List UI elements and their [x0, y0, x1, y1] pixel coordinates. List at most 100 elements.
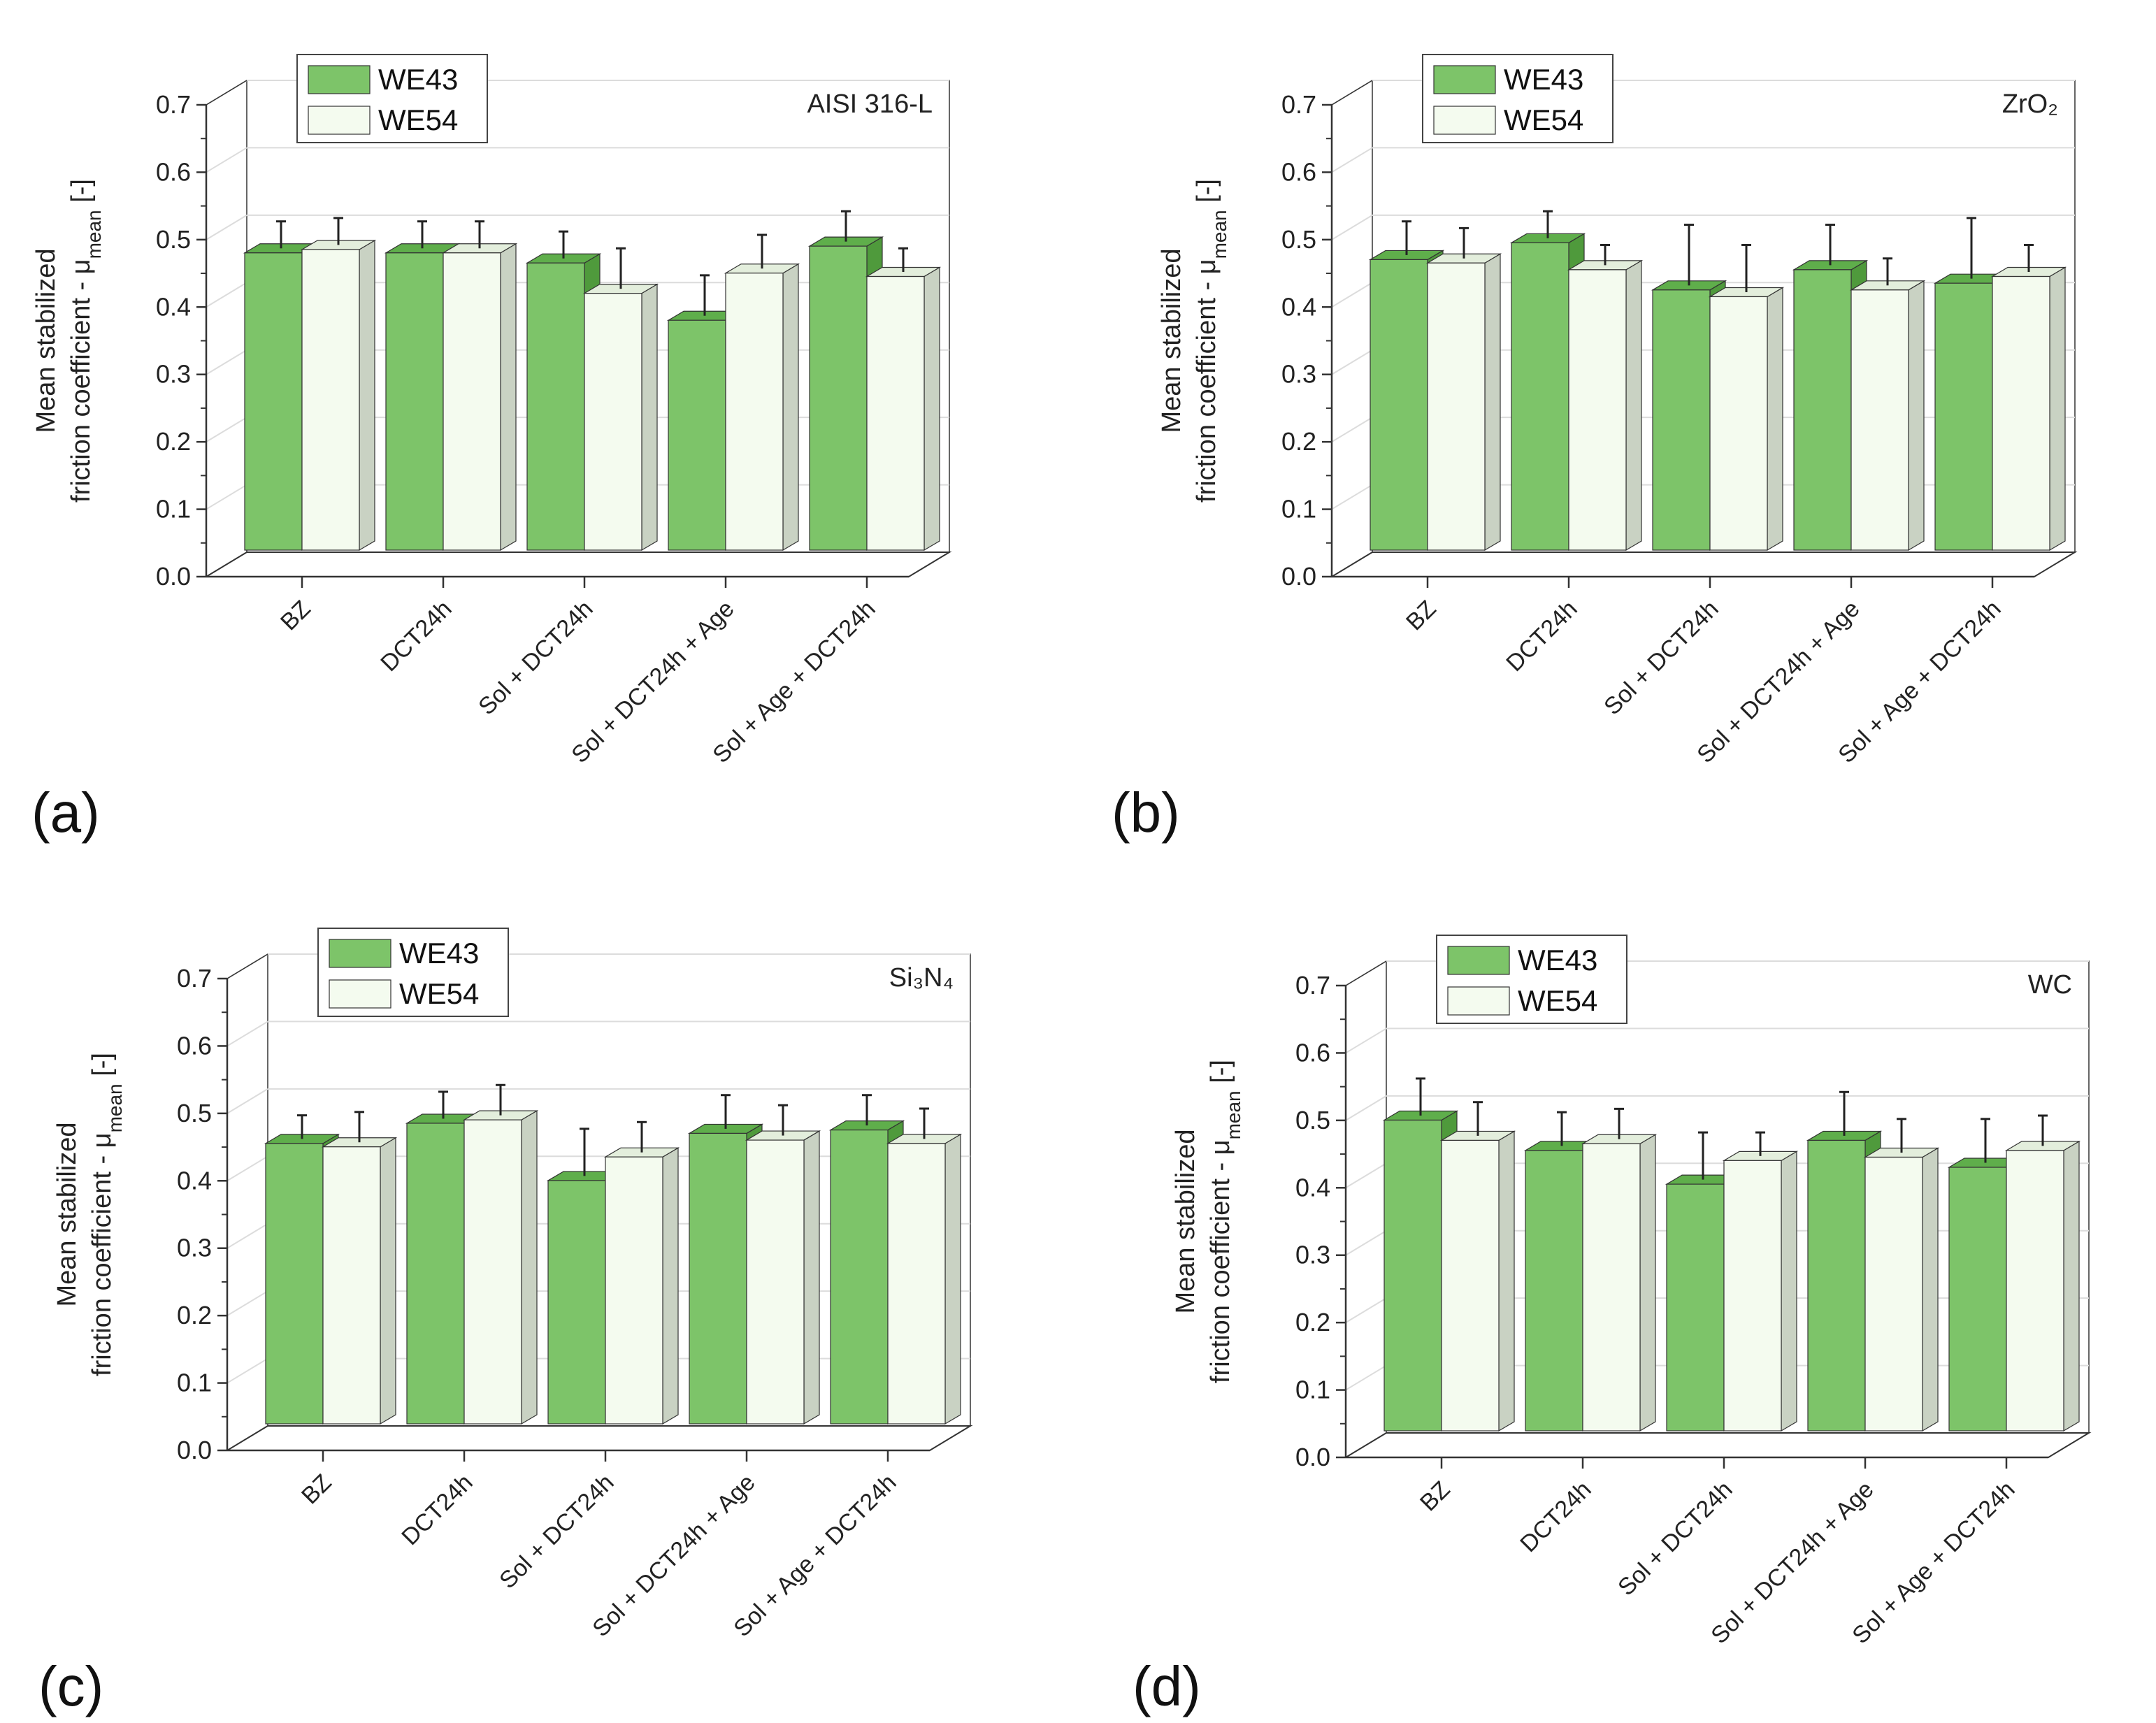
side-gridline [1345, 1095, 1387, 1121]
bar-front [689, 1132, 747, 1425]
bar-we54-1 [321, 1111, 398, 1425]
bar-we43-5 [828, 1094, 905, 1425]
bar-front [1582, 1143, 1641, 1432]
side-gridline [1331, 349, 1373, 375]
bar-front [1793, 269, 1852, 551]
bar-front [887, 1143, 946, 1425]
x-tick-label: Sol + DCT24h + Age [1706, 1476, 1878, 1649]
legend-swatch-we54 [329, 979, 391, 1009]
bar-front [809, 245, 868, 551]
legend-swatch-we54 [308, 106, 371, 135]
y-tick-label: 0.1 [1281, 495, 1316, 524]
side-gridline [206, 484, 247, 510]
x-tick-label: Sol + Age + DCT24h [1833, 596, 2006, 768]
chart-panel-2: 0.0 0.1 0.2 0.3 0.4 0.5 0.6 0.7 Mean stabilized f… [1157, 54, 2078, 768]
y-tick-label: 0.3 [1295, 1241, 1330, 1269]
bar-we54-2 [462, 1083, 539, 1425]
bar-front [322, 1146, 381, 1425]
bar-front [1850, 289, 1909, 551]
floor [1343, 1432, 2092, 1458]
side-gridline [227, 1223, 268, 1249]
y-tick-label: 0.1 [177, 1369, 212, 1397]
top-edge [1345, 960, 1387, 986]
y-axis-label-unit: [-] [1192, 179, 1221, 210]
material-label: WC [2028, 970, 2072, 1000]
side-gridline [1331, 147, 1373, 173]
bar-front [1384, 1119, 1442, 1432]
y-tick-label: 0.3 [1281, 360, 1316, 389]
bar-front [584, 293, 642, 551]
y-tick-label: 0.6 [1295, 1038, 1330, 1067]
y-tick-label: 0.3 [156, 360, 191, 389]
y-tick-label: 0.5 [1281, 225, 1316, 254]
bar-side [803, 1130, 820, 1425]
x-tick-label: Sol + DCT24h [1599, 596, 1724, 721]
bar-we54-1 [1425, 226, 1502, 551]
legend-label-we43: WE43 [1504, 63, 1583, 96]
side-gridline [1345, 1297, 1387, 1323]
y-tick-label: 0.1 [156, 495, 191, 524]
bar-front [1807, 1139, 1866, 1432]
bar-side [500, 243, 517, 551]
side-gridline [206, 417, 247, 442]
bar-side [1781, 1151, 1797, 1432]
x-tick-label: Sol + Age + DCT24h [707, 596, 880, 768]
legend-swatch-we43 [1433, 65, 1496, 94]
x-tick-label: BZ [1415, 1476, 1456, 1517]
bar-we54-2 [1567, 243, 1644, 551]
y-axis-label-line2: friction coefficient - μ [1192, 259, 1221, 503]
x-tick-label: Sol + Age + DCT24h [1847, 1476, 2020, 1649]
bar-front [443, 252, 501, 551]
bar-side [944, 1133, 961, 1425]
y-axis-label-unit: [-] [66, 179, 96, 210]
legend-swatch-we43 [308, 65, 371, 94]
bar-front [668, 319, 726, 551]
legend-swatch-we43 [1447, 946, 1510, 975]
panel-label: (c) [38, 1655, 103, 1717]
x-tick-label: Sol + DCT24h + Age [566, 596, 739, 768]
legend-label-we54: WE54 [378, 103, 458, 136]
bar-we54-2 [1581, 1107, 1658, 1432]
bar-front [1511, 242, 1569, 551]
y-axis-label-sub: mean [83, 210, 105, 259]
x-tick-label: DCT24h [1501, 596, 1582, 677]
side-gridline [1345, 1364, 1387, 1391]
bar-we54-2 [441, 220, 518, 551]
bar-we54-5 [886, 1107, 963, 1425]
bar-we54-3 [1722, 1131, 1799, 1432]
y-tick-label: 0.0 [156, 562, 191, 591]
bar-front [1441, 1139, 1500, 1432]
legend-label-we43: WE43 [1518, 944, 1597, 976]
bar-front [866, 275, 925, 551]
side-gridline [227, 1088, 268, 1114]
top-edge [227, 953, 268, 979]
side-gridline [1345, 1230, 1387, 1256]
side-gridline [1345, 1162, 1387, 1189]
y-tick-label: 0.6 [177, 1031, 212, 1060]
side-gridline [227, 1290, 268, 1316]
bar-front [1370, 259, 1428, 551]
bar-front [1666, 1183, 1725, 1432]
bar-side [2063, 1140, 2080, 1432]
y-axis-label-line2: friction coefficient - μ [87, 1132, 117, 1376]
chart-panel-4: 0.0 0.1 0.2 0.3 0.4 0.5 0.6 0.7 Mean stabilized f… [1171, 935, 2092, 1649]
side-gridline [227, 1155, 268, 1182]
legend-swatch-we54 [1433, 106, 1496, 135]
chart-panel-1: 0.0 0.1 0.2 0.3 0.4 0.5 0.6 0.7 Mean stabilized f… [31, 54, 952, 768]
bar-we54-4 [724, 233, 800, 551]
bar-side [924, 266, 940, 551]
material-label: Si₃N₄ [889, 963, 954, 993]
bar-side [1908, 280, 1925, 551]
y-tick-label: 0.5 [156, 225, 191, 254]
x-tick-label: Sol + Age + DCT24h [728, 1469, 901, 1642]
bar-front [301, 249, 360, 551]
y-tick-label: 0.4 [156, 292, 191, 321]
panel-label: (d) [1133, 1655, 1201, 1717]
y-axis-label-line2: friction coefficient - μ [1206, 1139, 1235, 1383]
y-axis-label-line1: Mean stabilized [52, 1122, 82, 1306]
bar-we54-4 [1863, 1118, 1940, 1432]
bar-front [1948, 1167, 2007, 1432]
x-tick-label: Sol + DCT24h [473, 596, 598, 721]
x-tick-label: Sol + DCT24h [494, 1469, 619, 1594]
bar-side [1484, 253, 1501, 551]
